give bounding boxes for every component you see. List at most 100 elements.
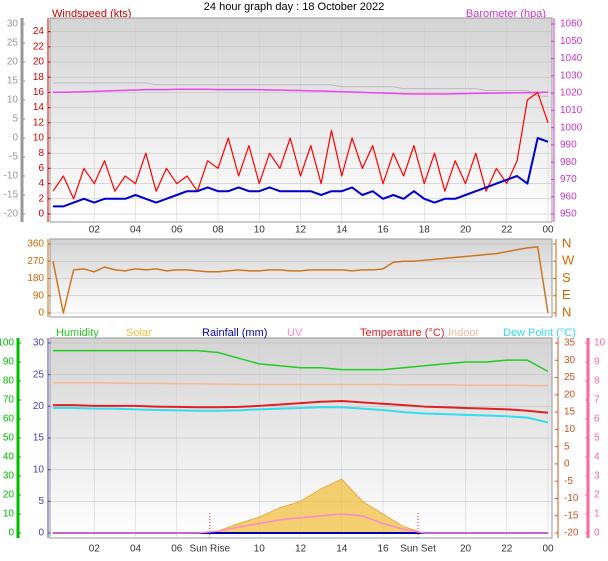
- x-tick-label: 16: [377, 544, 389, 555]
- x-tick-label: 20: [460, 544, 472, 555]
- x-tick-label: 22: [501, 544, 513, 555]
- y-tick-label: 10: [33, 133, 45, 144]
- y4-tick-label: 6: [594, 414, 600, 425]
- y2-tick-label: 980: [560, 157, 577, 168]
- y-tick-label: 180: [27, 273, 44, 284]
- series-line: [53, 513, 548, 534]
- y-tick-label: 12: [33, 117, 45, 128]
- y4-tick-label: 10: [594, 338, 606, 349]
- y4-tick-label: 3: [594, 471, 600, 482]
- y2-tick-label: 1000: [560, 122, 583, 133]
- y2-tick-label: 1060: [560, 19, 583, 30]
- series-line: [53, 406, 549, 424]
- y4-tick-label: 0: [594, 528, 600, 539]
- y-tick-label: 20: [33, 401, 45, 412]
- y2-tick-label: -5: [564, 476, 573, 487]
- x-tick-label: 02: [89, 544, 101, 555]
- x-tick-label: 12: [295, 544, 307, 555]
- y4-tick-label: 8: [594, 376, 600, 387]
- y2-tick-label: 1040: [560, 53, 583, 64]
- annotation-label: Sun Rise: [189, 544, 230, 555]
- x-tick-label: 04: [130, 544, 142, 555]
- x-tick-label: 20: [460, 225, 472, 236]
- y-tick-label: 0: [38, 528, 44, 539]
- legend-entry: Indoor: [448, 327, 480, 339]
- y3-tick-label: 70: [3, 395, 15, 406]
- y4-tick-label: 2: [594, 490, 600, 501]
- y2-tick-label: 990: [560, 140, 577, 151]
- x-tick-label: 14: [336, 544, 348, 555]
- y2-tick-label: S: [562, 270, 571, 285]
- y-tick-label: 18: [33, 72, 45, 83]
- y4-tick-label: 7: [594, 395, 600, 406]
- series-line: [53, 400, 549, 414]
- y-tick-label: 20: [33, 57, 45, 68]
- y-tick-label: 90: [33, 290, 45, 301]
- y3-tick-label: 20: [7, 57, 19, 68]
- y-tick-label: 14: [33, 102, 45, 113]
- y2-tick-label: 5: [564, 441, 570, 452]
- y2-tick-label: 950: [560, 209, 577, 220]
- y-tick-label: 2: [38, 193, 44, 204]
- series-line: [53, 349, 549, 373]
- y-tick-label: 24: [33, 26, 45, 37]
- y2-axis-title: Barometer (hpa): [466, 8, 546, 20]
- y3-tick-label: -20: [4, 209, 19, 220]
- annotation-label: Sun Set: [400, 544, 436, 555]
- y2-tick-label: 20: [564, 389, 576, 400]
- y-tick-label: 360: [27, 239, 44, 250]
- y3-tick-label: 10: [3, 509, 15, 520]
- y3-tick-label: 0: [8, 528, 14, 539]
- y2-tick-label: 25: [564, 372, 576, 383]
- x-tick-label: 02: [89, 225, 101, 236]
- x-tick-label: 00: [542, 225, 554, 236]
- series-line: [53, 82, 548, 97]
- y2-tick-label: 970: [560, 174, 577, 185]
- y3-tick-label: 90: [3, 357, 15, 368]
- y4-tick-label: 1: [594, 509, 600, 520]
- x-tick-label: 12: [295, 225, 307, 236]
- y4-tick-label: 5: [594, 433, 600, 444]
- y3-tick-label: -5: [9, 152, 18, 163]
- y2-tick-label: N: [562, 235, 571, 250]
- y-axis-title: Windspeed (kts): [52, 8, 131, 20]
- series-line: [52, 246, 549, 314]
- y-tick-label: 10: [33, 464, 45, 475]
- legend-entry: Temperature (°C): [360, 327, 444, 339]
- y-tick-label: 16: [33, 87, 45, 98]
- y2-tick-label: -20: [564, 528, 579, 539]
- x-tick-label: 22: [501, 225, 513, 236]
- y4-tick-label: 4: [594, 452, 600, 463]
- x-tick-label: 10: [254, 544, 266, 555]
- y2-tick-label: 10: [564, 424, 576, 435]
- y3-tick-label: 0: [12, 133, 18, 144]
- y2-tick-label: E: [562, 287, 571, 302]
- y2-tick-label: -10: [564, 493, 579, 504]
- y2-tick-label: -15: [564, 510, 579, 521]
- y2-tick-label: 1020: [560, 88, 583, 99]
- y2-tick-label: W: [562, 253, 575, 268]
- y2-tick-label: N: [562, 304, 571, 319]
- x-tick-label: 18: [419, 225, 431, 236]
- y3-tick-label: 60: [3, 414, 15, 425]
- y3-tick-label: 25: [7, 38, 19, 49]
- series-line: [53, 88, 549, 95]
- y2-tick-label: 1050: [560, 36, 583, 47]
- y-tick-label: 30: [33, 338, 45, 349]
- y2-tick-label: 30: [564, 355, 576, 366]
- y3-tick-label: 5: [12, 114, 18, 125]
- y3-tick-label: 10: [7, 95, 19, 106]
- y3-tick-label: 30: [3, 471, 15, 482]
- x-tick-label: 16: [377, 225, 389, 236]
- y2-tick-label: 35: [564, 338, 576, 349]
- y-tick-label: 270: [27, 256, 44, 267]
- y3-tick-label: -15: [4, 190, 19, 201]
- x-tick-label: 06: [171, 225, 183, 236]
- y-tick-label: 0: [38, 308, 44, 319]
- y3-tick-label: -10: [4, 171, 19, 182]
- series-line: [53, 381, 548, 387]
- y3-tick-label: 20: [3, 490, 15, 501]
- chart-title: 24 hour graph day : 18 October 2022: [204, 1, 384, 13]
- y2-tick-label: 1030: [560, 70, 583, 81]
